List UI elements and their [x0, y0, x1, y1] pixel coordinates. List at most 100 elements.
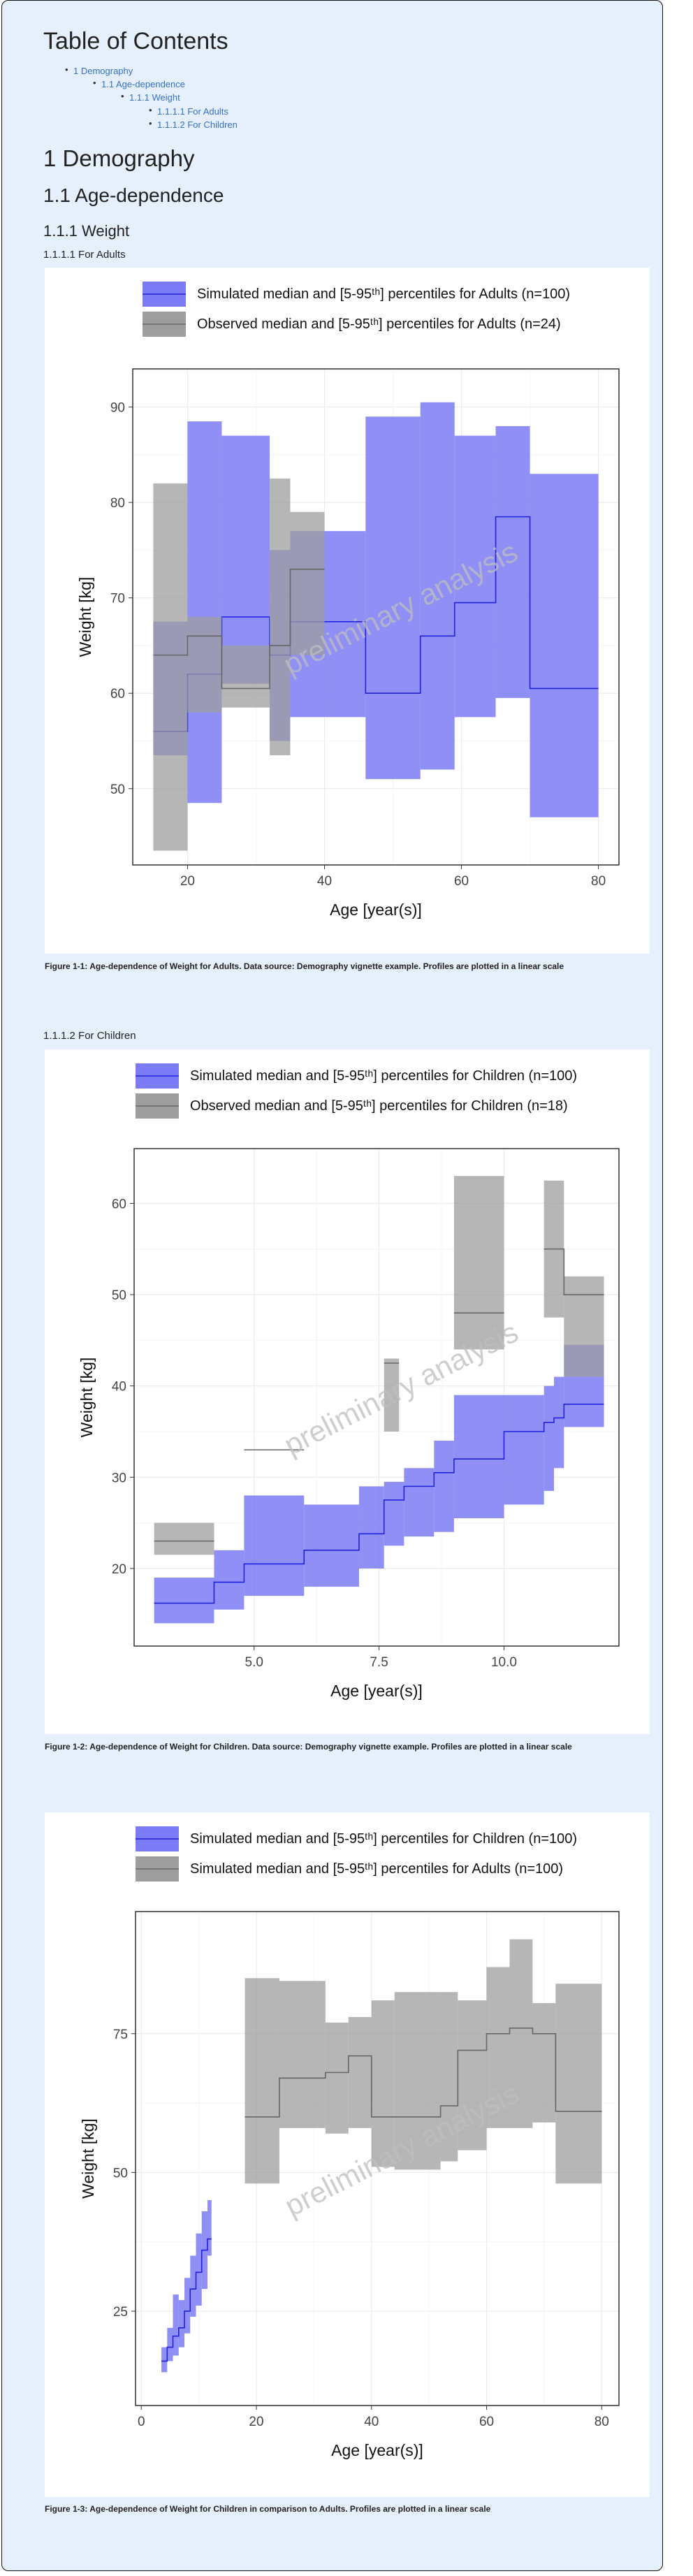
figure-caption-adults: Figure 1-1: Age-dependence of Weight for…: [45, 961, 564, 971]
percentile-band: [207, 2200, 212, 2256]
percentile-band: [214, 1550, 245, 1610]
percentile-band: [190, 2255, 196, 2317]
x-tick-label: 20: [180, 874, 195, 889]
x-axis-label: Age [year(s)]: [330, 901, 422, 919]
legend-label: Observed median and [5-95ᵗʰ] percentiles…: [197, 316, 561, 332]
percentile-band: [420, 402, 455, 770]
chart-adults: Simulated median and [5-95ᵗʰ] percentile…: [76, 282, 620, 919]
median-line: [161, 2238, 212, 2362]
y-tick-label: 90: [110, 401, 125, 416]
y-tick-label: 60: [110, 687, 125, 701]
x-tick-label: 20: [249, 2415, 263, 2429]
y-tick-label: 30: [112, 1471, 126, 1485]
toc-item-weight[interactable]: 1.1.1 Weight: [121, 91, 180, 104]
percentile-band: [325, 2022, 349, 2134]
x-tick-label: 60: [479, 2415, 494, 2429]
plot-frame: [132, 368, 620, 866]
percentile-band: [458, 2000, 487, 2151]
percentile-band: [453, 1395, 504, 1519]
percentile-band: [495, 425, 530, 699]
percentile-band: [154, 1522, 214, 1555]
toc-item-for-children[interactable]: 1.1.1.2 For Children: [149, 118, 238, 131]
section-heading-age-dependence: 1.1 Age-dependence: [43, 184, 224, 206]
figure-children: Simulated median and [5-95ᵗʰ] percentile…: [45, 1049, 650, 1734]
percentile-band: [245, 1978, 279, 2184]
percentile-band: [304, 1504, 359, 1587]
percentile-band: [394, 1992, 441, 2170]
percentile-band: [532, 2003, 556, 2123]
percentile-band: [187, 421, 222, 803]
series-observed-1: [245, 1939, 602, 2184]
y-axis-label: Weight [kg]: [76, 577, 94, 657]
figure-caption-children-vs-adults: Figure 1-3: Age-dependence of Weight for…: [45, 2504, 491, 2514]
y-tick-label: 70: [110, 592, 125, 606]
median-line: [153, 568, 325, 690]
legend-label: Simulated median and [5-95ᵗʰ] percentile…: [190, 1861, 563, 1877]
percentile-band: [384, 1358, 400, 1432]
x-tick-label: 0: [138, 2415, 145, 2429]
percentile-band: [196, 2233, 202, 2306]
section-heading-children: 1.1.1.2 For Children: [43, 1030, 136, 1042]
figure-children-vs-adults: Simulated median and [5-95ᵗʰ] percentile…: [45, 1812, 650, 2497]
percentile-band: [270, 479, 291, 755]
y-tick-label: 20: [112, 1562, 126, 1577]
toc-link-weight[interactable]: 1.1.1 Weight: [129, 92, 180, 103]
percentile-band: [173, 2294, 179, 2356]
toc-link-for-adults[interactable]: 1.1.1.1 For Adults: [157, 106, 228, 117]
legend-label: Simulated median and [5-95ᵗʰ] percentile…: [190, 1831, 577, 1847]
legend-label: Simulated median and [5-95ᵗʰ] percentile…: [190, 1068, 577, 1084]
plot-frame: [133, 1148, 620, 1647]
x-tick-label: 40: [364, 2415, 379, 2429]
percentile-band: [555, 1984, 602, 2184]
section-heading-adults: 1.1.1.1 For Adults: [43, 249, 126, 261]
x-tick-label: 60: [454, 874, 469, 889]
toc-link-demography[interactable]: 1 Demography: [73, 66, 133, 76]
toc-item-for-adults[interactable]: 1.1.1.1 For Adults: [149, 105, 228, 118]
legend-label: Simulated median and [5-95ᵗʰ] percentile…: [197, 286, 570, 302]
percentile-band: [244, 1495, 305, 1596]
x-tick-label: 7.5: [370, 1655, 388, 1670]
y-tick-label: 50: [110, 783, 125, 797]
legend-label: Observed median and [5-95ᵗʰ] percentiles…: [190, 1098, 568, 1114]
y-axis-label: Weight [kg]: [78, 1358, 96, 1438]
y-axis-label: Weight [kg]: [79, 2118, 97, 2199]
percentile-band: [453, 1176, 504, 1350]
x-tick-label: 5.0: [245, 1655, 263, 1670]
toc-link-for-children[interactable]: 1.1.1.2 For Children: [157, 119, 238, 130]
series-observed-1: [154, 1176, 604, 1555]
plot-frame: [135, 1911, 620, 2406]
percentile-band: [184, 2278, 191, 2334]
percentile-band: [434, 1441, 454, 1532]
percentile-band: [544, 1385, 554, 1491]
percentile-band: [454, 435, 496, 718]
toc-item-age-dependence[interactable]: 1.1 Age-dependence: [93, 78, 185, 91]
toc-link-age-dependence[interactable]: 1.1 Age-dependence: [101, 79, 185, 89]
percentile-band: [486, 1967, 510, 2128]
percentile-band: [553, 1376, 564, 1469]
percentile-band: [279, 1981, 326, 2128]
figure-adults: Simulated median and [5-95ᵗʰ] percentile…: [45, 268, 650, 954]
percentile-band: [365, 416, 421, 780]
x-axis-label: Age [year(s)]: [331, 2441, 423, 2459]
toc-item-demography[interactable]: 1 Demography: [65, 64, 133, 78]
percentile-band: [440, 1992, 458, 2162]
percentile-band: [221, 645, 270, 708]
percentile-band: [404, 1468, 435, 1537]
chart-children: Simulated median and [5-95ᵗʰ] percentile…: [78, 1063, 620, 1700]
percentile-band: [221, 435, 270, 684]
percentile-band: [348, 2016, 372, 2128]
percentile-band: [371, 2000, 395, 2167]
series-simulated-0: [161, 2200, 212, 2373]
percentile-band: [167, 2327, 173, 2362]
percentile-band: [564, 1276, 604, 1377]
percentile-band: [530, 474, 599, 817]
x-axis-label: Age [year(s)]: [330, 1682, 423, 1700]
y-tick-label: 75: [113, 2028, 128, 2042]
y-tick-label: 25: [113, 2305, 128, 2320]
y-tick-label: 80: [110, 496, 125, 511]
percentile-band: [154, 1578, 214, 1624]
toc-title: Table of Contents: [43, 28, 228, 54]
series-simulated-0: [154, 1344, 604, 1624]
series-observed-1: [153, 479, 325, 851]
y-tick-label: 50: [113, 2166, 128, 2181]
